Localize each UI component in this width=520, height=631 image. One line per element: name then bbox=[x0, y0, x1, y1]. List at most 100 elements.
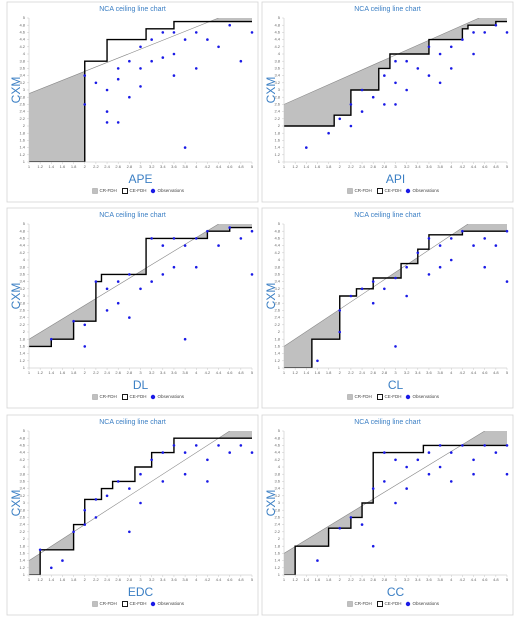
y-tick-label: 2.8 bbox=[19, 507, 25, 512]
observation bbox=[427, 45, 431, 49]
x-tick-label: 4.2 bbox=[460, 577, 466, 582]
y-tick-label: 1.4 bbox=[19, 351, 25, 356]
observation bbox=[183, 472, 187, 476]
y-tick-label: 3 bbox=[23, 500, 26, 505]
x-tick-label: 1.8 bbox=[71, 370, 77, 375]
x-tick-label: 1.8 bbox=[326, 577, 332, 582]
y-tick-label: 4.2 bbox=[19, 457, 25, 462]
observation bbox=[194, 67, 198, 70]
observation bbox=[206, 229, 209, 233]
observation bbox=[427, 273, 431, 276]
x-axis-label: CL bbox=[388, 378, 404, 392]
observation bbox=[338, 330, 342, 334]
observation bbox=[360, 88, 364, 92]
x-tick-label: 3 bbox=[139, 577, 142, 582]
y-tick-label: 4.6 bbox=[274, 442, 280, 447]
x-tick-label: 3 bbox=[139, 164, 142, 169]
y-tick-label: 5 bbox=[278, 428, 281, 433]
x-tick-label: 3.8 bbox=[437, 164, 443, 169]
observation bbox=[494, 23, 498, 27]
observation bbox=[416, 251, 420, 255]
x-tick-label: 4.8 bbox=[493, 164, 499, 169]
x-tick-label: 1.4 bbox=[304, 577, 310, 582]
observation bbox=[405, 265, 408, 269]
observation bbox=[194, 31, 198, 34]
ce-fdh-mask bbox=[284, 445, 507, 575]
observation bbox=[139, 85, 142, 88]
x-tick-label: 2 bbox=[339, 164, 342, 169]
observation bbox=[161, 244, 165, 247]
observation bbox=[161, 451, 165, 454]
x-tick-label: 2.8 bbox=[127, 577, 133, 582]
y-tick-label: 1 bbox=[278, 572, 281, 577]
observation bbox=[383, 74, 386, 77]
observation bbox=[172, 74, 176, 77]
x-tick-label: 2.2 bbox=[93, 577, 99, 582]
y-tick-label: 5 bbox=[278, 15, 281, 20]
y-tick-label: 2.8 bbox=[19, 94, 25, 99]
legend-label: CR-FDH bbox=[100, 601, 117, 606]
legend-swatch bbox=[150, 601, 156, 607]
ce-fdh-mask bbox=[29, 227, 252, 368]
observation bbox=[94, 516, 98, 519]
y-tick-label: 2 bbox=[278, 536, 281, 541]
cr-fdh-line bbox=[29, 431, 230, 561]
observation bbox=[150, 59, 153, 63]
x-tick-label: 1.6 bbox=[60, 577, 66, 582]
y-tick-label: 4 bbox=[278, 51, 281, 56]
observation bbox=[183, 451, 187, 454]
legend-label: CE-FDH bbox=[130, 188, 147, 193]
legend-label: CE-FDH bbox=[385, 188, 402, 193]
y-tick-label: 1.4 bbox=[19, 145, 25, 150]
observation bbox=[150, 280, 153, 283]
y-axis-label: CXM bbox=[9, 77, 23, 104]
observation bbox=[228, 451, 231, 454]
observation bbox=[483, 31, 487, 34]
x-tick-label: 4.6 bbox=[482, 577, 488, 582]
y-tick-label: 2.2 bbox=[19, 322, 25, 327]
x-tick-label: 3.8 bbox=[182, 370, 188, 375]
y-tick-label: 3.6 bbox=[19, 478, 25, 483]
observation bbox=[61, 559, 64, 562]
x-tick-label: 1.2 bbox=[37, 164, 43, 169]
y-tick-label: 2.4 bbox=[19, 109, 25, 114]
x-tick-label: 4.8 bbox=[238, 370, 244, 375]
observation bbox=[172, 31, 176, 34]
ce-fdh-line bbox=[29, 20, 252, 162]
x-tick-label: 3.2 bbox=[149, 577, 155, 582]
cr-fdh-line bbox=[29, 224, 219, 340]
x-tick-label: 1.2 bbox=[292, 164, 298, 169]
observation bbox=[239, 444, 243, 447]
observation bbox=[128, 95, 131, 99]
observation bbox=[183, 244, 187, 247]
chart-panel: NCA ceiling line chart CXM API 1 1.2 1.4 1.6 1.… bbox=[261, 1, 514, 203]
observation bbox=[449, 451, 453, 454]
observation bbox=[194, 237, 198, 240]
cr-fdh-line bbox=[29, 18, 219, 94]
x-tick-label: 5 bbox=[251, 577, 254, 582]
y-tick-label: 4.2 bbox=[19, 250, 25, 255]
y-tick-label: 1.2 bbox=[19, 565, 25, 570]
observation bbox=[472, 472, 475, 476]
x-tick-label: 2.2 bbox=[93, 164, 99, 169]
legend-swatch bbox=[122, 188, 128, 194]
observation bbox=[405, 487, 408, 490]
observation bbox=[505, 472, 509, 476]
observation bbox=[128, 59, 131, 63]
x-tick-label: 4.4 bbox=[216, 164, 222, 169]
x-tick-label: 3.4 bbox=[160, 164, 166, 169]
x-tick-label: 4 bbox=[450, 164, 453, 169]
chart-title: NCA ceiling line chart bbox=[99, 6, 166, 13]
y-tick-label: 4 bbox=[278, 464, 281, 469]
y-tick-label: 2.4 bbox=[19, 315, 25, 320]
x-tick-label: 3.4 bbox=[160, 577, 166, 582]
y-tick-label: 4.2 bbox=[274, 44, 280, 49]
observation bbox=[483, 444, 487, 447]
y-tick-label: 1.8 bbox=[274, 336, 280, 341]
observation bbox=[438, 52, 442, 56]
chart-panel: NCA ceiling line chart CXM APE 1 1.2 1.4 1.6 1.… bbox=[6, 1, 259, 203]
y-tick-label: 3.4 bbox=[274, 279, 280, 284]
observation bbox=[128, 487, 131, 490]
observation bbox=[349, 294, 353, 298]
observation bbox=[239, 59, 243, 63]
